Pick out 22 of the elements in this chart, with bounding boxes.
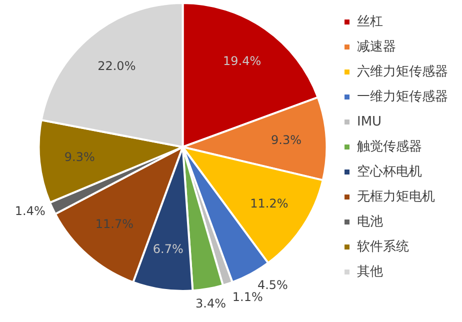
data-label: 9.3%: [270, 132, 302, 147]
legend-label: 六维力矩传感器: [357, 64, 448, 80]
data-label: 19.4%: [223, 54, 262, 68]
legend-label: 空心杯电机: [357, 163, 422, 180]
data-label: 1.4%: [14, 204, 46, 218]
data-label: 11.2%: [250, 196, 288, 210]
data-label: 22.0%: [98, 59, 136, 74]
data-label: 11.7%: [95, 217, 134, 232]
legend-label: 丝杠: [357, 14, 383, 30]
legend-label: 一维力矩传感器: [357, 89, 448, 104]
legend-label: 触觉传感器: [357, 139, 422, 154]
data-label: 6.7%: [152, 242, 184, 256]
legend-label: IMU: [357, 114, 382, 130]
legend-label: 软件系统: [357, 239, 409, 254]
data-label: 9.3%: [64, 150, 95, 164]
data-label: 1.1%: [232, 290, 263, 304]
legend-label: 减速器: [357, 39, 396, 54]
legend-label: 电池: [357, 214, 383, 230]
data-label: 3.4%: [196, 296, 226, 311]
legend-label: 其他: [357, 264, 383, 280]
data-label: 4.5%: [257, 278, 288, 292]
legend-label: 无框力矩电机: [357, 189, 435, 204]
